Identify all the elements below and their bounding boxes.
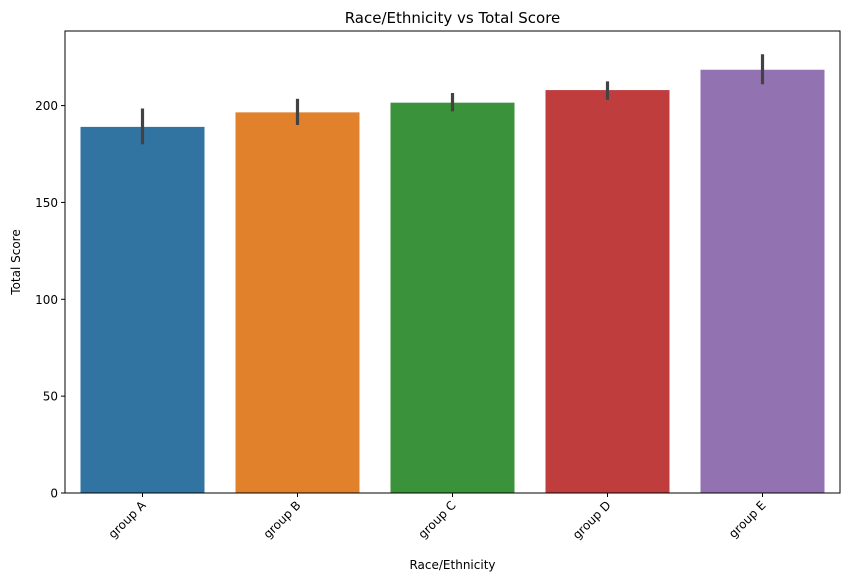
y-axis-label: Total Score xyxy=(9,229,23,295)
bar xyxy=(545,90,670,494)
y-tick-label: 100 xyxy=(35,293,58,307)
y-tick-label: 50 xyxy=(43,390,58,404)
x-axis-label: Race/Ethnicity xyxy=(409,558,495,572)
bars-group xyxy=(80,69,825,494)
bar xyxy=(80,126,205,494)
x-tick-label: group B xyxy=(261,498,304,541)
x-axis: group A group B group C group D group E xyxy=(106,493,769,542)
bar xyxy=(235,112,360,493)
bar xyxy=(390,102,515,493)
y-tick-label: 0 xyxy=(50,487,58,501)
chart-title: Race/Ethnicity vs Total Score xyxy=(345,9,561,27)
bar xyxy=(700,69,825,494)
x-tick-label: group E xyxy=(726,498,769,541)
x-tick-label: group D xyxy=(570,498,614,542)
x-tick-label: group A xyxy=(106,498,150,542)
y-axis: 0 50 100 150 200 xyxy=(35,99,65,501)
error-bars-group xyxy=(140,54,765,145)
y-tick-label: 200 xyxy=(35,99,58,113)
x-tick-label: group C xyxy=(415,498,458,541)
y-tick-label: 150 xyxy=(35,196,58,210)
